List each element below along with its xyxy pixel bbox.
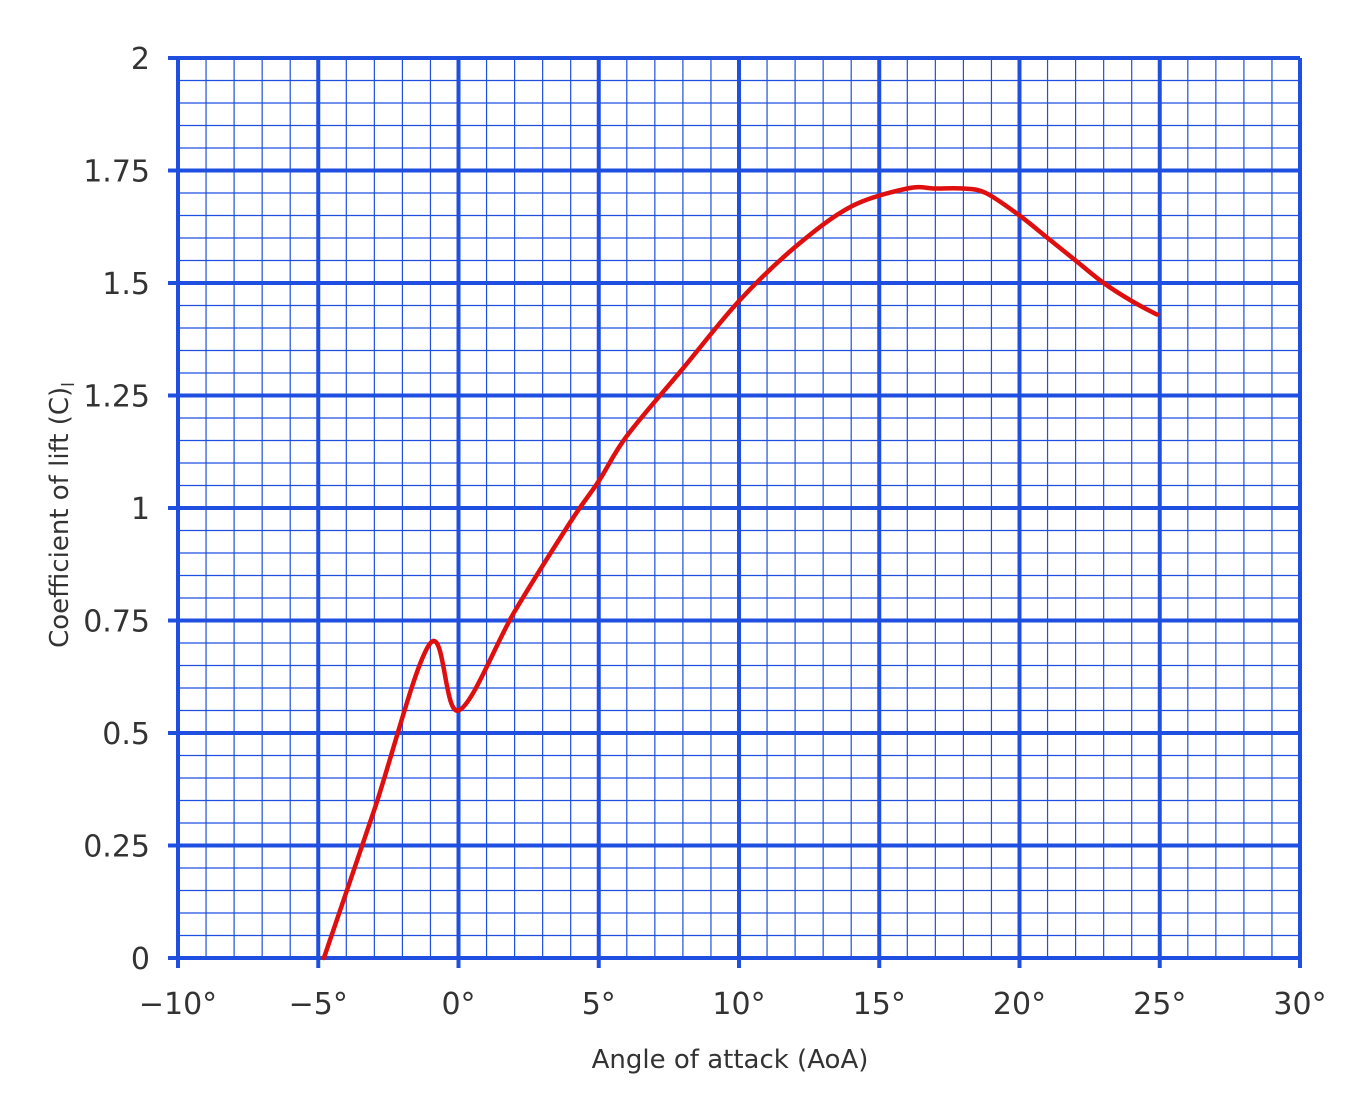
axis-ticks [168, 56, 1302, 968]
x-axis-title: Angle of attack (AoA) [592, 1045, 869, 1075]
x-tick-label: −5° [289, 987, 348, 1022]
y-axis-title-main: Coefficient of lift (C) [45, 387, 75, 648]
y-tick-labels: 0 0.25 0.5 0.75 1 1.25 1.5 1.75 2 [83, 42, 150, 977]
y-axis-title-subscript: l [59, 382, 79, 387]
x-tick-label: 5° [582, 987, 616, 1022]
y-axis-title: Coefficient of lift (C)l [45, 382, 79, 648]
x-tick-labels: −10° −5° 0° 5° 10° 15° 20° 25° 30° [139, 987, 1327, 1022]
x-tick-label: 10° [712, 987, 765, 1022]
x-tick-label: 20° [993, 987, 1046, 1022]
y-tick-label: 0.75 [83, 605, 150, 640]
y-tick-label: 1.25 [83, 380, 150, 415]
y-tick-label: 1.5 [102, 267, 150, 302]
y-tick-label: 0.25 [83, 830, 150, 865]
x-tick-label: 25° [1133, 987, 1186, 1022]
y-tick-label: 2 [131, 42, 150, 77]
y-tick-label: 1 [131, 492, 150, 527]
x-tick-label: 30° [1273, 987, 1326, 1022]
y-tick-label: 0.5 [102, 717, 150, 752]
x-tick-label: 15° [853, 987, 906, 1022]
x-tick-label: 0° [441, 987, 475, 1022]
y-tick-label: 0 [131, 942, 150, 977]
x-tick-label: −10° [139, 987, 217, 1022]
lift-curve-line [321, 184, 1160, 961]
major-grid [176, 56, 1302, 960]
y-tick-label: 1.75 [83, 155, 150, 190]
